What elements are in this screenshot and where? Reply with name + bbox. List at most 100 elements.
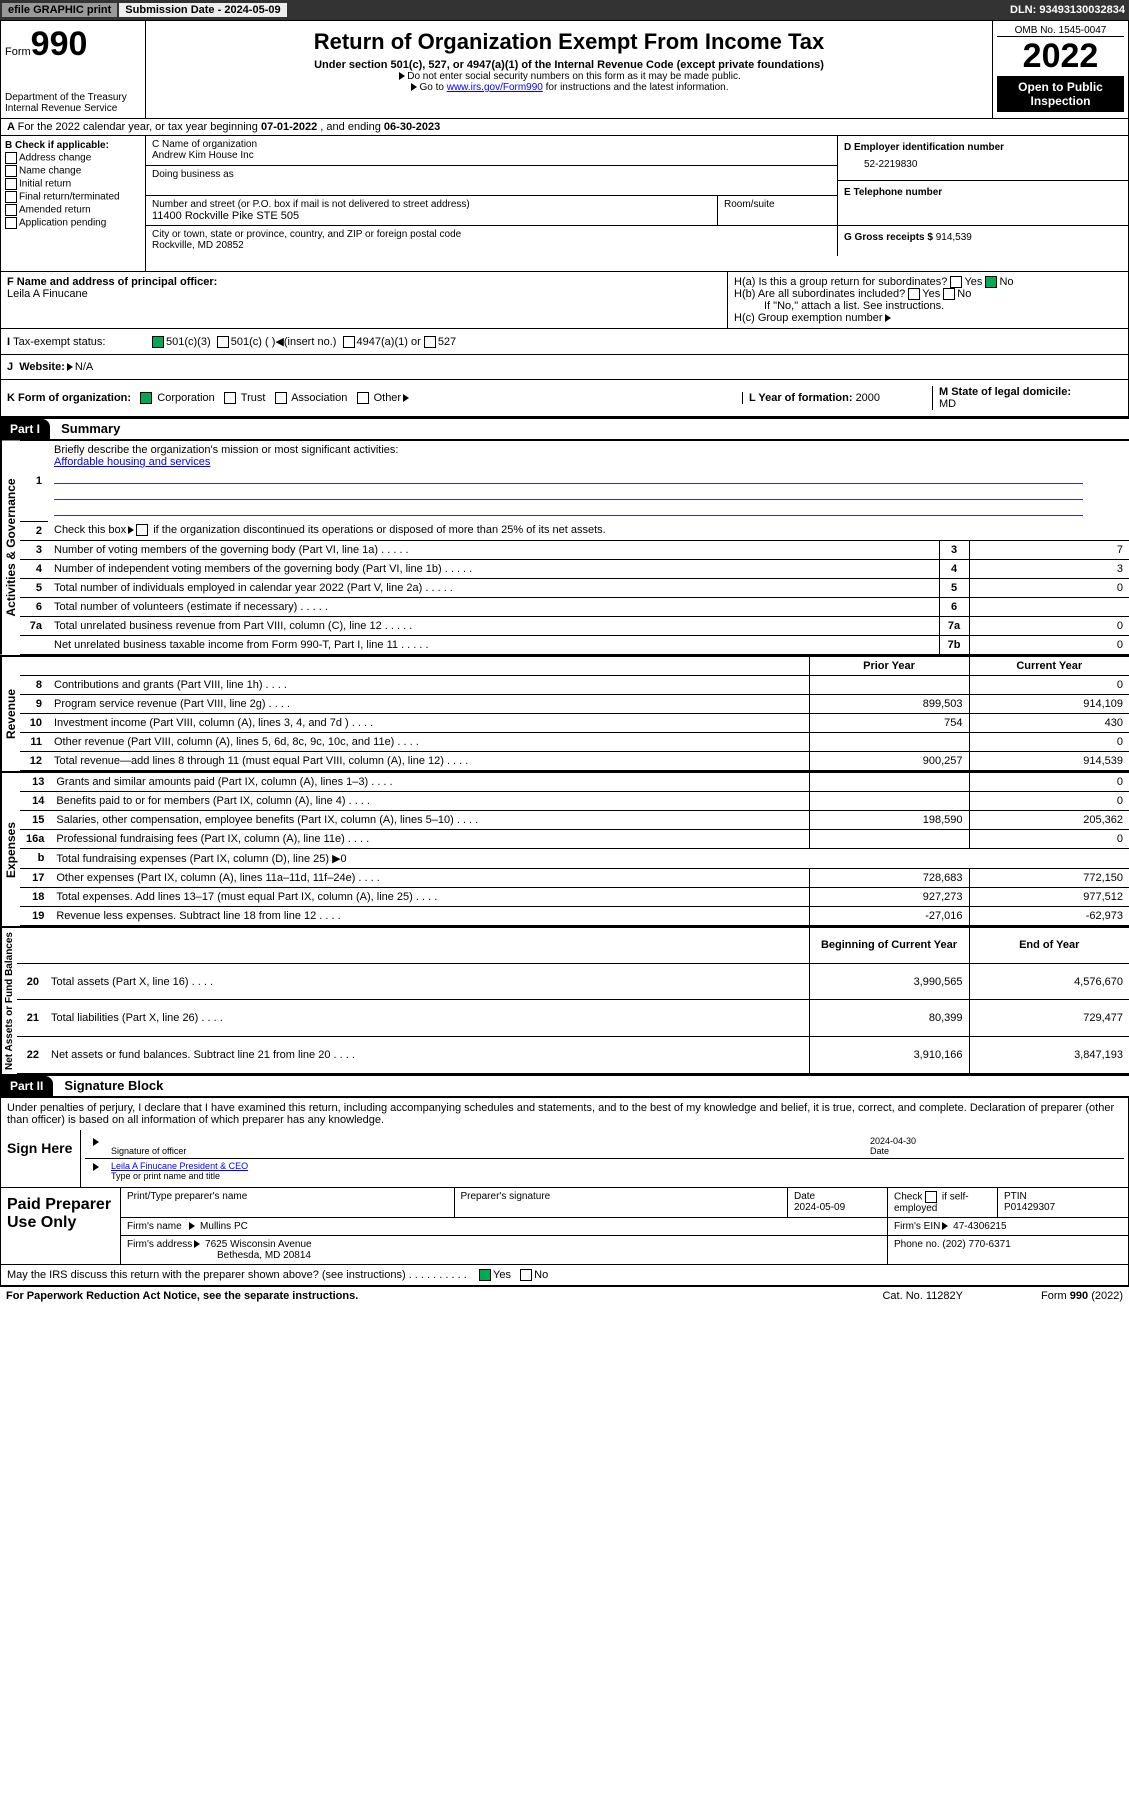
arrow-icon <box>411 83 417 91</box>
section-b-to-g: B Check if applicable: Address change Na… <box>0 136 1129 272</box>
part2-badge: Part II <box>0 1076 53 1096</box>
irs-link[interactable]: www.irs.gov/Form990 <box>447 82 543 93</box>
chk-501c3[interactable] <box>152 336 164 348</box>
row-f-h: F Name and address of principal officer:… <box>0 272 1129 329</box>
chk-amended[interactable]: Amended return <box>5 204 141 216</box>
vert-net-assets: Net Assets or Fund Balances <box>0 928 17 1074</box>
website-value: N/A <box>75 361 93 373</box>
form-number-cell: Form990 Department of the Treasury Inter… <box>1 21 146 118</box>
boy-header: Beginning of Current Year <box>809 928 969 964</box>
part1-title: Summary <box>53 418 128 439</box>
eoy-header: End of Year <box>969 928 1129 964</box>
form-header: Form990 Department of the Treasury Inter… <box>0 20 1129 119</box>
part2-header-row: Part II Signature Block <box>0 1074 1129 1096</box>
sign-here-label: Sign Here <box>1 1130 81 1187</box>
city-state-zip: Rockville, MD 20852 <box>152 240 831 251</box>
chk-501c[interactable] <box>217 336 229 348</box>
ptin-value: P01429307 <box>1004 1202 1055 1213</box>
expenses-section: Expenses 13Grants and similar amounts pa… <box>0 771 1129 926</box>
ein-value: 52-2219830 <box>844 159 1122 170</box>
arrow-icon <box>93 1163 99 1171</box>
arrow-icon <box>194 1240 200 1248</box>
org-name-cell: C Name of organization Andrew Kim House … <box>146 136 838 166</box>
note-link: Go to www.irs.gov/Form990 for instructio… <box>150 82 988 93</box>
firm-phone: (202) 770-6371 <box>942 1239 1010 1250</box>
year-formation: L Year of formation: 2000 <box>742 392 932 404</box>
firm-address2: Bethesda, MD 20814 <box>127 1250 311 1261</box>
chk-corp[interactable] <box>140 392 152 404</box>
hb-yes[interactable] <box>908 288 920 300</box>
dept-treasury: Department of the Treasury <box>5 92 141 103</box>
chk-initial-return[interactable]: Initial return <box>5 178 141 190</box>
officer-name-link[interactable]: Leila A Finucane President & CEO <box>111 1161 248 1171</box>
chk-name-change[interactable]: Name change <box>5 165 141 177</box>
paperwork-notice: For Paperwork Reduction Act Notice, see … <box>6 1290 882 1302</box>
ein-cell: D Employer identification number 52-2219… <box>838 136 1128 181</box>
chk-trust[interactable] <box>224 392 236 404</box>
declaration-text: Under penalties of perjury, I declare th… <box>1 1098 1128 1130</box>
current-year-header: Current Year <box>969 657 1129 676</box>
firm-address1: 7625 Wisconsin Avenue <box>205 1239 312 1250</box>
open-inspection: Open to Public Inspection <box>997 76 1124 112</box>
prior-year-header: Prior Year <box>809 657 969 676</box>
chk-app-pending[interactable]: Application pending <box>5 217 141 229</box>
officer-name: Leila A Finucane <box>7 288 721 300</box>
street-address: 11400 Rockville Pike STE 505 <box>152 210 711 222</box>
vert-governance: Activities & Governance <box>0 441 20 655</box>
arrow-icon <box>885 314 891 322</box>
ha-yes[interactable] <box>950 276 962 288</box>
prep-date: 2024-05-09 <box>794 1202 845 1213</box>
row-k-l-m: K Form of organization: Corporation Trus… <box>0 380 1129 417</box>
cat-number: Cat. No. 11282Y <box>882 1290 963 1302</box>
mission-text[interactable]: Affordable housing and services <box>54 456 210 468</box>
note-ssn: Do not enter social security numbers on … <box>150 71 988 82</box>
title-area: Return of Organization Exempt From Incom… <box>146 21 993 118</box>
subtitle: Under section 501(c), 527, or 4947(a)(1)… <box>150 59 988 71</box>
dba-cell: Doing business as <box>146 166 838 196</box>
may-irs-no[interactable] <box>520 1269 532 1281</box>
gross-receipts: 914,539 <box>936 232 972 243</box>
gross-receipts-cell: G Gross receipts $ 914,539 <box>838 226 1128 271</box>
hb-no[interactable] <box>943 288 955 300</box>
arrow-icon <box>942 1222 948 1230</box>
vert-expenses: Expenses <box>0 773 20 926</box>
main-title: Return of Organization Exempt From Incom… <box>150 29 988 55</box>
firm-name: Mullins PC <box>200 1221 248 1232</box>
group-return: H(a) Is this a group return for subordin… <box>728 272 1128 328</box>
chk-discontinued[interactable] <box>136 524 148 536</box>
arrow-icon <box>403 394 409 402</box>
arrow-icon <box>399 72 405 80</box>
chk-address-change[interactable]: Address change <box>5 152 141 164</box>
may-irs-yes[interactable] <box>479 1269 491 1281</box>
arrow-icon <box>93 1138 99 1146</box>
chk-other[interactable] <box>357 392 369 404</box>
col-c-org-info: C Name of organization Andrew Kim House … <box>146 136 838 271</box>
form-footer: Form 990 (2022) <box>963 1290 1123 1302</box>
omb-number: OMB No. 1545-0047 <box>997 25 1124 37</box>
arrow-icon <box>189 1222 195 1230</box>
vert-revenue: Revenue <box>0 657 20 771</box>
room-suite-cell: Room/suite <box>717 196 837 225</box>
part1-badge: Part I <box>0 419 50 439</box>
col-b-checkboxes: B Check if applicable: Address change Na… <box>1 136 146 271</box>
state-domicile: M State of legal domicile:MD <box>932 386 1122 410</box>
top-bar: efile GRAPHIC print Submission Date - 20… <box>0 0 1129 20</box>
revenue-section: Revenue Prior YearCurrent Year 8Contribu… <box>0 655 1129 771</box>
ha-no[interactable] <box>985 276 997 288</box>
row-j: J Website: N/A <box>0 355 1129 380</box>
chk-self-employed[interactable] <box>925 1191 937 1203</box>
phone-cell: E Telephone number <box>838 181 1128 226</box>
chk-527[interactable] <box>424 336 436 348</box>
street-cell: Number and street (or P.O. box if mail i… <box>146 196 717 225</box>
signature-block: Under penalties of perjury, I declare th… <box>0 1096 1129 1286</box>
efile-print-button[interactable]: efile GRAPHIC print <box>2 3 117 17</box>
dept-irs: Internal Revenue Service <box>5 103 141 114</box>
city-cell: City or town, state or province, country… <box>146 226 838 256</box>
paid-preparer-label: Paid Preparer Use Only <box>1 1188 121 1264</box>
chk-assoc[interactable] <box>275 392 287 404</box>
chk-4947[interactable] <box>343 336 355 348</box>
firm-ein: 47-4306215 <box>953 1221 1006 1232</box>
sign-date: 2024-04-30 <box>870 1136 916 1146</box>
submission-date-label: Submission Date - 2024-05-09 <box>119 3 286 17</box>
chk-final-return[interactable]: Final return/terminated <box>5 191 141 203</box>
